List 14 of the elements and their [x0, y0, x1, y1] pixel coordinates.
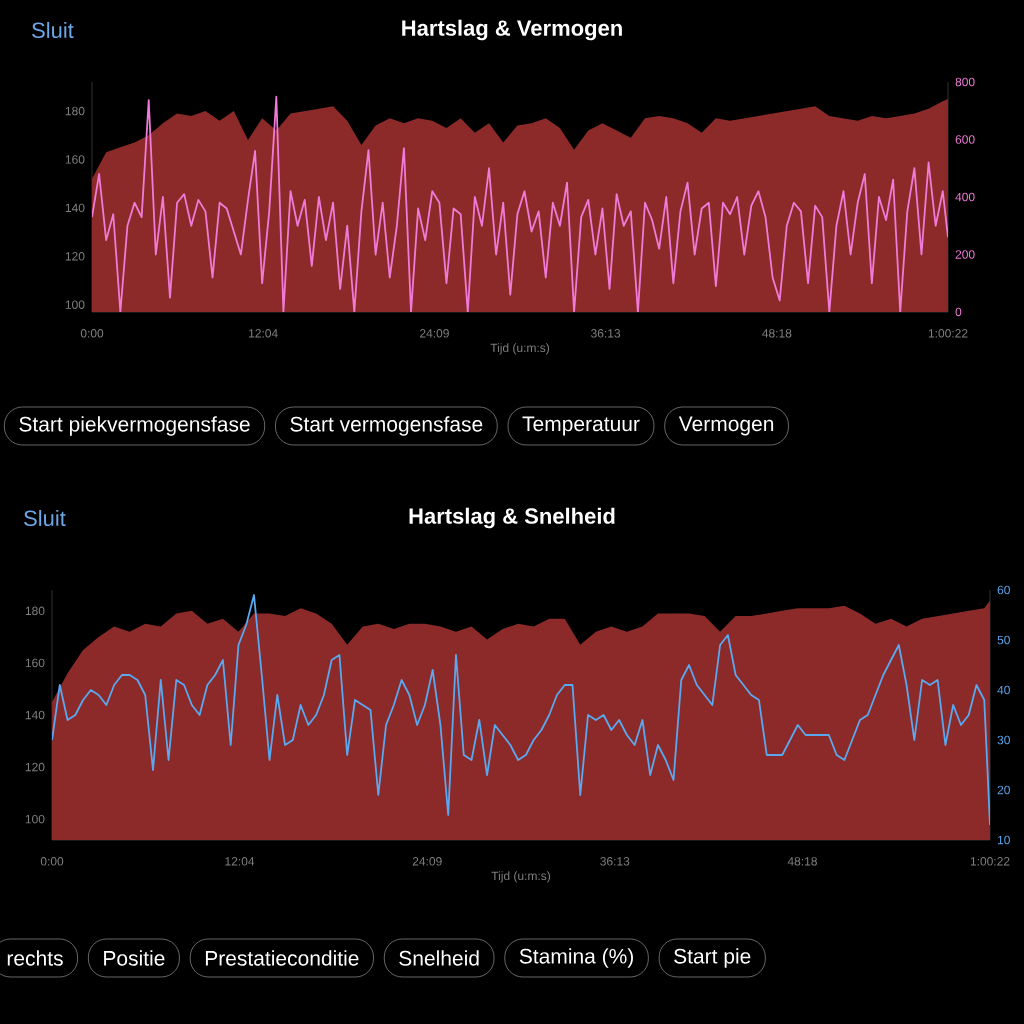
text: Snelheid: [399, 950, 479, 966]
text: Temperatuur: [522, 416, 640, 436]
text: Start piekvermogensfase: [19, 416, 250, 436]
text: Prestatieconditie: [205, 950, 359, 966]
text: Sluit: [32, 21, 74, 39]
chart-title: Hartslag & Vermogen: [402, 19, 622, 41]
text: Start pie: [674, 948, 751, 968]
text: Stamina (%): [519, 948, 633, 968]
text: Sluit: [24, 509, 66, 527]
text: Vermogen: [678, 416, 774, 436]
text: rechts: [7, 950, 63, 966]
text: Start vermogensfase: [290, 416, 483, 436]
text: Positie: [104, 950, 165, 966]
chart-title: Hartslag & Snelheid: [409, 507, 615, 529]
